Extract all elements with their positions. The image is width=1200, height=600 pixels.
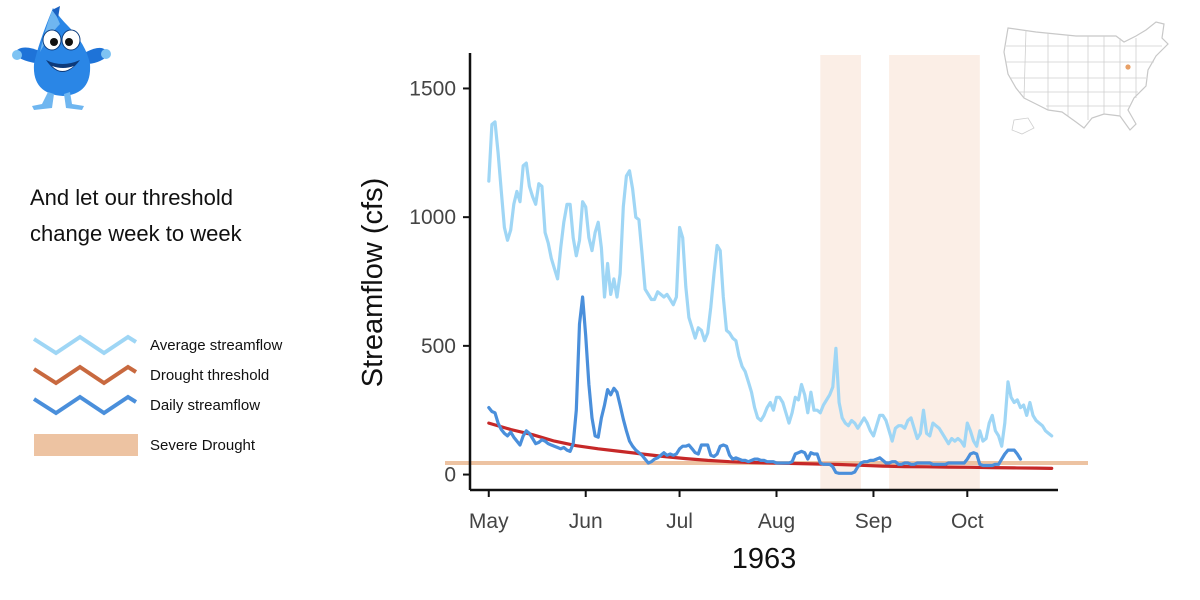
streamflow-chart: 0 500 1000 1500 May Jun Jul Aug Sep Oct 1963 Stre… xyxy=(357,53,1088,575)
site-location-marker xyxy=(1125,64,1131,70)
chart-axes: 0 500 1000 1500 May Jun Jul Aug Sep Oct xyxy=(409,53,1058,533)
caption-text: And let our threshold change week to wee… xyxy=(30,180,330,252)
legend-item-daily-streamflow: Daily streamflow xyxy=(30,390,330,420)
series-lines xyxy=(487,120,1054,475)
legend-label-average-streamflow: Average streamflow xyxy=(150,337,283,354)
x-tick-label: Jul xyxy=(666,510,693,533)
legend-item-average-streamflow: Average streamflow xyxy=(30,330,330,360)
severe-drought-bands xyxy=(820,55,980,490)
x-tick-label: May xyxy=(469,510,509,533)
legend-item-severe-drought: Severe Drought xyxy=(30,430,330,460)
x-tick-label: Aug xyxy=(758,510,795,533)
severe-drought-band-icon xyxy=(34,434,138,456)
caption-line-2: change week to week xyxy=(30,221,242,246)
caption-line-1: And let our threshold xyxy=(30,185,234,210)
y-tick-label: 1000 xyxy=(409,206,456,229)
x-tick-label: Sep xyxy=(855,510,892,533)
legend-label-drought-threshold: Drought threshold xyxy=(150,367,270,384)
average-streamflow-zigzag-icon xyxy=(32,334,138,356)
y-tick-label: 1500 xyxy=(409,77,456,100)
legend-item-drought-threshold: Drought threshold xyxy=(30,360,330,390)
water-drop-mascot-icon xyxy=(12,6,111,110)
severe-drought-band-2 xyxy=(889,55,980,490)
drought-threshold-zigzag-icon xyxy=(32,364,138,386)
y-axis-title: Streamflow (cfs) xyxy=(357,178,389,387)
x-tick-label: Oct xyxy=(951,510,984,533)
x-tick-label: Jun xyxy=(569,510,603,533)
legend-label-daily-streamflow: Daily streamflow xyxy=(150,397,261,414)
average-streamflow-line xyxy=(487,120,1054,448)
daily-streamflow-zigzag-icon xyxy=(32,394,138,416)
legend-label-severe-drought: Severe Drought xyxy=(150,437,256,454)
daily-streamflow-line xyxy=(487,295,1023,475)
us-states-locator-map-icon xyxy=(1003,21,1169,135)
y-tick-label: 500 xyxy=(421,335,456,358)
x-axis-title: 1963 xyxy=(732,543,797,575)
chart-legend: Average streamflow Drought threshold Dai… xyxy=(30,330,330,470)
y-tick-label: 0 xyxy=(444,464,456,487)
